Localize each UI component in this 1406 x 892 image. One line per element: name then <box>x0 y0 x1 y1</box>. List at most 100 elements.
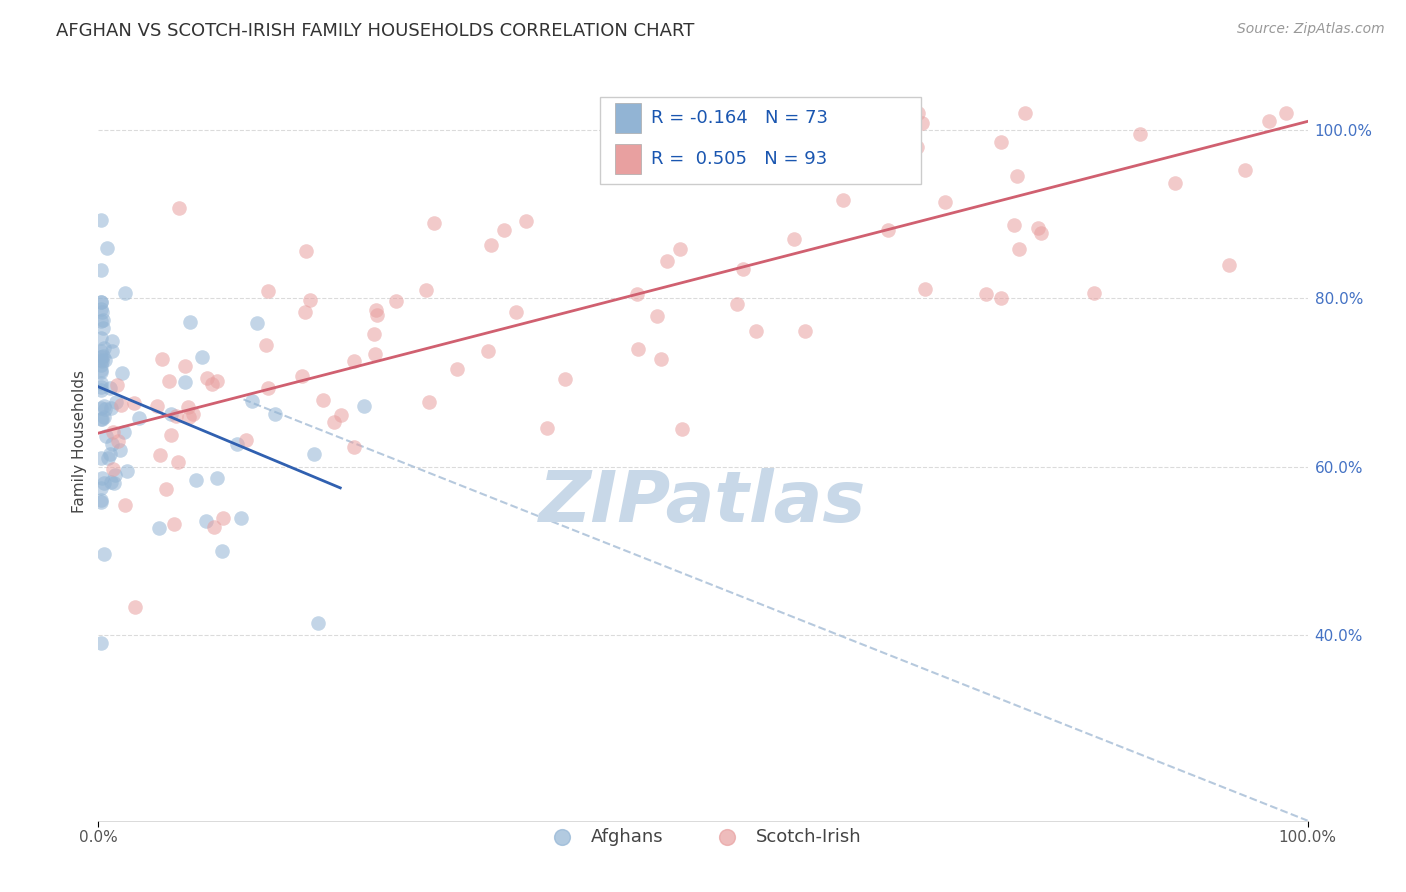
Point <box>105 377 128 392</box>
Point <box>353 399 375 413</box>
Point <box>145 399 167 413</box>
Point <box>91 320 114 334</box>
Text: ZIPatlas: ZIPatlas <box>540 467 866 537</box>
Point <box>98 381 121 395</box>
Point <box>294 304 316 318</box>
Point <box>90 362 112 376</box>
Point <box>90 331 112 345</box>
Point <box>905 140 928 154</box>
Point <box>98 447 121 461</box>
Point <box>363 326 385 341</box>
Point <box>174 375 197 389</box>
Point <box>101 437 124 451</box>
Point <box>90 412 112 426</box>
Point <box>114 498 136 512</box>
Point <box>295 244 318 258</box>
Point <box>114 425 136 440</box>
Point <box>202 520 225 534</box>
Point <box>205 374 228 388</box>
Point <box>91 313 114 327</box>
Point <box>205 470 228 484</box>
Point <box>418 395 440 409</box>
Point <box>211 543 233 558</box>
Point <box>1164 176 1187 190</box>
Point <box>177 410 200 425</box>
Point <box>111 366 134 380</box>
Point <box>90 481 112 495</box>
Point <box>1026 220 1049 235</box>
Point <box>225 437 247 451</box>
Point <box>128 410 150 425</box>
Point <box>124 599 146 614</box>
Point <box>90 493 112 508</box>
Point <box>96 429 118 443</box>
Point <box>415 283 437 297</box>
Point <box>94 402 117 417</box>
Point <box>1083 286 1105 301</box>
Point <box>671 422 693 436</box>
Point <box>366 308 388 322</box>
Point <box>794 324 817 338</box>
Point <box>1275 106 1298 120</box>
Point <box>90 636 112 650</box>
Point <box>90 358 112 372</box>
Point <box>515 214 537 228</box>
Point <box>90 213 112 227</box>
Legend: Afghans, Scotch-Irish: Afghans, Scotch-Irish <box>537 821 869 854</box>
Point <box>93 409 115 424</box>
Point <box>246 316 269 330</box>
Point <box>160 427 183 442</box>
Point <box>212 511 235 525</box>
Point <box>254 338 277 352</box>
Point <box>554 372 576 386</box>
Point <box>627 342 650 356</box>
Point <box>101 425 124 439</box>
Point <box>183 407 205 421</box>
Point <box>104 467 127 482</box>
Point <box>657 254 679 268</box>
Point <box>93 353 115 368</box>
Point <box>93 341 115 355</box>
Text: AFGHAN VS SCOTCH-IRISH FAMILY HOUSEHOLDS CORRELATION CHART: AFGHAN VS SCOTCH-IRISH FAMILY HOUSEHOLDS… <box>56 22 695 40</box>
Point <box>240 394 263 409</box>
Point <box>195 514 218 528</box>
Point <box>536 421 558 435</box>
Point <box>90 351 112 365</box>
Point <box>90 314 112 328</box>
Point <box>343 353 366 368</box>
Point <box>97 451 120 466</box>
Point <box>174 359 197 373</box>
Point <box>366 302 388 317</box>
Point <box>990 135 1012 149</box>
Y-axis label: Family Households: Family Households <box>72 370 87 513</box>
Point <box>90 294 112 309</box>
Point <box>90 343 112 358</box>
Point <box>150 351 173 366</box>
Point <box>1129 127 1152 141</box>
Point <box>90 376 112 390</box>
Point <box>291 369 314 384</box>
Point <box>385 293 408 308</box>
Point <box>90 471 112 485</box>
Point <box>907 106 929 120</box>
Point <box>101 462 124 476</box>
Point <box>100 401 122 415</box>
Point <box>1014 106 1036 120</box>
Point <box>257 285 280 299</box>
Point <box>1258 114 1281 128</box>
Point <box>90 383 112 397</box>
Point <box>107 434 129 448</box>
Point <box>1008 242 1031 256</box>
Point <box>90 294 112 309</box>
Point <box>1005 169 1028 183</box>
Point <box>1029 226 1052 240</box>
Text: Source: ZipAtlas.com: Source: ZipAtlas.com <box>1237 22 1385 37</box>
Text: R =  0.505   N = 93: R = 0.505 N = 93 <box>651 150 827 168</box>
Point <box>155 482 177 496</box>
Point <box>90 380 112 394</box>
Point <box>104 394 127 409</box>
Point <box>114 286 136 301</box>
Point <box>323 415 346 429</box>
Point <box>90 412 112 426</box>
Point <box>90 494 112 508</box>
